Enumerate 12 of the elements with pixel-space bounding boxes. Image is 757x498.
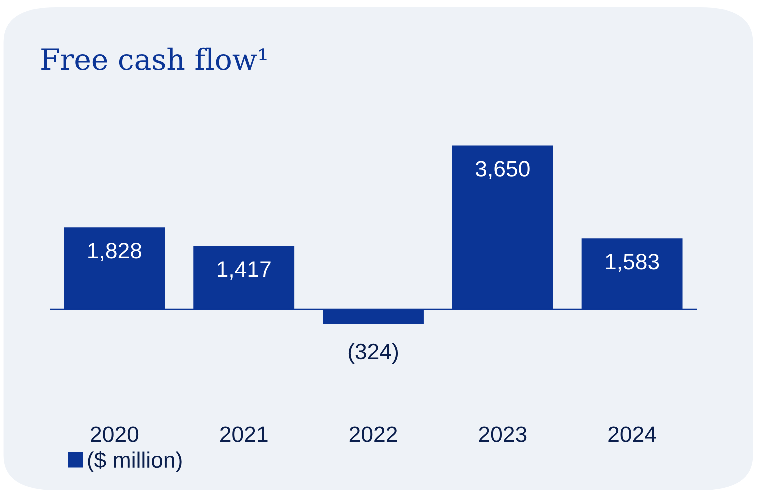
data-label: 1,583 xyxy=(606,254,660,272)
data-label: (324) xyxy=(348,343,398,364)
x-tick-label: 2023 xyxy=(479,426,527,442)
data-label: 3,650 xyxy=(476,161,530,180)
x-tick-label: 2024 xyxy=(608,426,656,442)
data-label: 1,417 xyxy=(218,262,271,280)
data-label: 1,828 xyxy=(88,243,142,262)
chart-title: Free cash flow¹ xyxy=(42,48,267,70)
x-tick-label: 2021 xyxy=(220,426,268,442)
x-tick-label: 2020 xyxy=(91,426,139,442)
legend-label: ($ million) xyxy=(88,451,182,473)
x-tick-label: 2022 xyxy=(350,426,398,442)
